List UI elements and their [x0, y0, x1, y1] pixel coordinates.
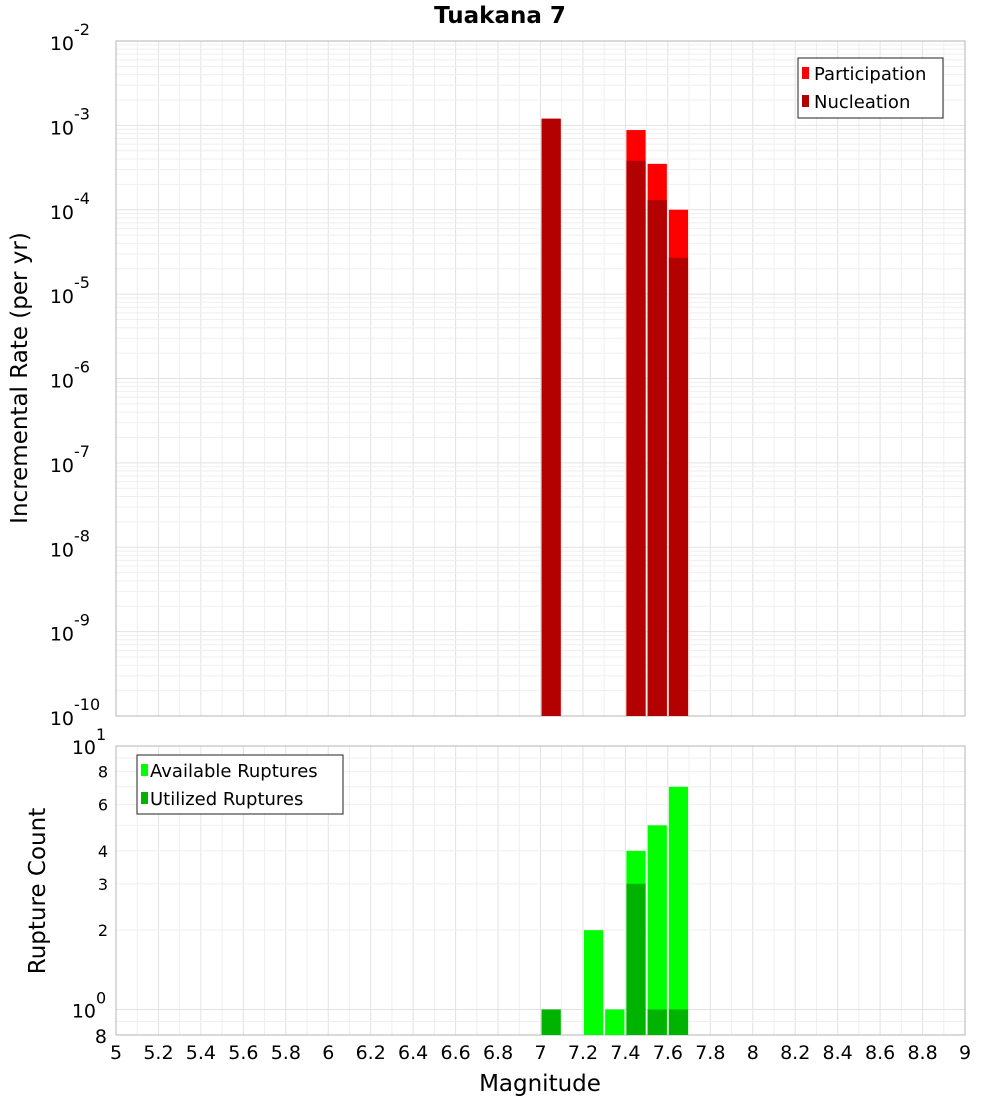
bottom-y-tick-label: 4 — [98, 842, 108, 861]
x-tick-label: 5 — [110, 1042, 122, 1064]
rate-plot-panel: 10-1010-910-810-710-610-510-410-310-2Par… — [50, 20, 966, 730]
bottom-legend-swatch — [141, 792, 148, 804]
top-y-tick-exponent: -10 — [74, 695, 100, 714]
bottom-y-tick-exponent: 0 — [96, 988, 106, 1007]
x-tick-label: 5.6 — [228, 1042, 258, 1064]
x-axis-title: Magnitude — [479, 1071, 601, 1097]
x-tick-label: 5.2 — [143, 1042, 173, 1064]
bottom-legend-swatch — [141, 764, 148, 776]
x-tick-label: 5.8 — [271, 1042, 301, 1064]
top-legend-label: Participation — [814, 64, 926, 85]
top-y-tick-label: 10 — [50, 117, 74, 139]
utilized-ruptures-bar — [541, 1009, 561, 1035]
bottom-y-tick-label: 10 — [72, 737, 96, 759]
x-tick-label: 9 — [959, 1042, 971, 1064]
top-y-tick-exponent: -9 — [74, 611, 90, 630]
nucleation-bar — [541, 118, 561, 716]
top-y-tick-exponent: -2 — [74, 20, 90, 39]
bottom-y-axis-title: Rupture Count — [25, 808, 51, 974]
bottom-y-tick-label: 6 — [98, 795, 108, 814]
x-tick-label: 6.8 — [483, 1042, 513, 1064]
top-y-tick-label: 10 — [50, 539, 74, 561]
chart-title: Tuakana 7 — [434, 3, 566, 29]
top-y-tick-exponent: -7 — [74, 442, 90, 461]
nucleation-bar — [626, 160, 646, 717]
x-tick-label: 7.6 — [653, 1042, 683, 1064]
x-tick-label: 7.8 — [695, 1042, 725, 1064]
bottom-plot-border — [115, 745, 966, 1036]
top-y-tick-label: 10 — [50, 33, 74, 55]
x-tick-label: 6.6 — [440, 1042, 470, 1064]
bottom-y-tick-label: 3 — [98, 875, 108, 894]
top-y-tick-exponent: -8 — [74, 526, 90, 545]
nucleation-bar — [647, 200, 667, 716]
available-ruptures-bar — [583, 930, 604, 1035]
utilized-ruptures-bar — [626, 883, 646, 1035]
x-tick-label: 6.2 — [356, 1042, 386, 1064]
bottom-legend-box — [136, 754, 344, 815]
x-tick-label: 7 — [534, 1042, 546, 1064]
x-tick-label: 8.8 — [907, 1042, 937, 1064]
available-ruptures-bar — [668, 786, 689, 1035]
top-y-tick-exponent: -5 — [74, 273, 90, 292]
x-tick-label: 8.2 — [780, 1042, 810, 1064]
available-ruptures-bar — [647, 825, 667, 1035]
x-tick-label: 8 — [747, 1042, 759, 1064]
x-tick-label: 5.4 — [186, 1042, 216, 1064]
top-y-tick-exponent: -3 — [74, 104, 90, 123]
top-legend-swatch — [802, 95, 809, 107]
utilized-ruptures-bar — [647, 1009, 667, 1035]
top-y-tick-label: 10 — [50, 455, 74, 477]
top-legend-box — [797, 57, 944, 119]
bottom-y-tick-label: 2 — [98, 921, 108, 940]
top-y-axis-title: Incremental Rate (per yr) — [7, 232, 33, 524]
available-ruptures-bar — [605, 1009, 625, 1035]
utilized-ruptures-bar — [668, 1009, 689, 1035]
nucleation-bar — [668, 257, 689, 716]
x-tick-label: 8.6 — [865, 1042, 895, 1064]
top-plot-border — [115, 40, 966, 717]
bottom-legend-label: Utilized Ruptures — [150, 789, 303, 810]
bottom-y-tick-label: 8 — [98, 763, 108, 782]
x-tick-label: 6.4 — [398, 1042, 428, 1064]
bottom-y-tick-exponent: 1 — [96, 725, 106, 744]
top-y-tick-exponent: -4 — [74, 189, 90, 208]
bottom-y-tick-label: 10 — [72, 1000, 96, 1022]
top-legend-label: Nucleation — [814, 92, 910, 113]
x-tick-label: 8.4 — [823, 1042, 853, 1064]
x-tick-label: 6 — [322, 1042, 334, 1064]
top-y-tick-label: 10 — [50, 708, 74, 730]
bottom-legend-label: Available Ruptures — [150, 761, 318, 782]
top-y-tick-label: 10 — [50, 624, 74, 646]
x-tick-label: 7.4 — [610, 1042, 640, 1064]
top-legend-swatch — [802, 67, 809, 79]
bottom-y-tick-label: 8 — [95, 1026, 107, 1048]
x-tick-label: 7.2 — [568, 1042, 598, 1064]
top-y-tick-label: 10 — [50, 371, 74, 393]
top-y-tick-exponent: -6 — [74, 358, 90, 377]
top-y-tick-label: 10 — [50, 286, 74, 308]
top-y-tick-label: 10 — [50, 202, 74, 224]
